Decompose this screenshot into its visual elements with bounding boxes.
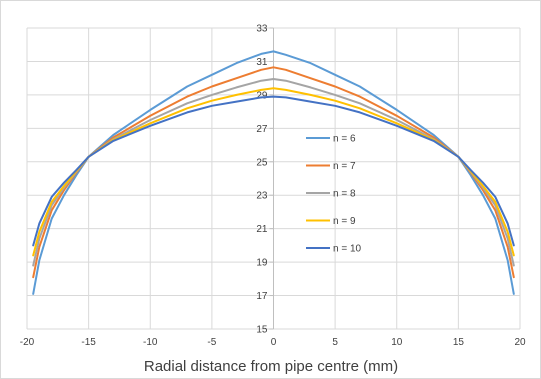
y-tick-label: 17 [256, 291, 268, 302]
y-tick-label: 15 [256, 325, 268, 336]
x-tick-label: 0 [271, 337, 277, 348]
y-tick-label: 31 [256, 57, 268, 68]
legend-label: n = 10 [333, 244, 362, 255]
series-line-5 [32, 95, 515, 247]
x-tick-label: 10 [391, 337, 403, 348]
y-tick-label: 33 [256, 24, 268, 35]
y-tick-label: 23 [256, 191, 268, 202]
axes: 15 17 19 21 23 25 27 29 31 33 -20 -15 -10 -5 0 5 10 15 20 [20, 24, 526, 349]
x-tick-label: 5 [332, 337, 338, 348]
x-tick-label: -10 [143, 337, 158, 348]
x-tick-label: -5 [207, 337, 216, 348]
x-tick-label: -15 [81, 337, 96, 348]
legend-label: n = 7 [333, 161, 356, 172]
series-line-1 [32, 50, 515, 295]
legend-label: n = 9 [333, 216, 356, 227]
y-tick-label: 29 [256, 90, 268, 101]
y-tick-label: 25 [256, 157, 268, 168]
series-lines [32, 50, 515, 295]
x-tick-label: -20 [20, 337, 35, 348]
y-tick-label: 19 [256, 258, 268, 269]
legend-label: n = 6 [333, 134, 356, 145]
legend: n = 6 n = 7 n = 8 n = 9 n = 10 [306, 134, 362, 255]
legend-label: n = 8 [333, 189, 356, 200]
x-axis-title: Radial distance from pipe centre (mm) [144, 358, 398, 375]
y-tick-label: 21 [256, 224, 268, 235]
y-tick-label: 27 [256, 124, 268, 135]
x-tick-label: 20 [514, 337, 526, 348]
x-tick-label: 15 [453, 337, 465, 348]
